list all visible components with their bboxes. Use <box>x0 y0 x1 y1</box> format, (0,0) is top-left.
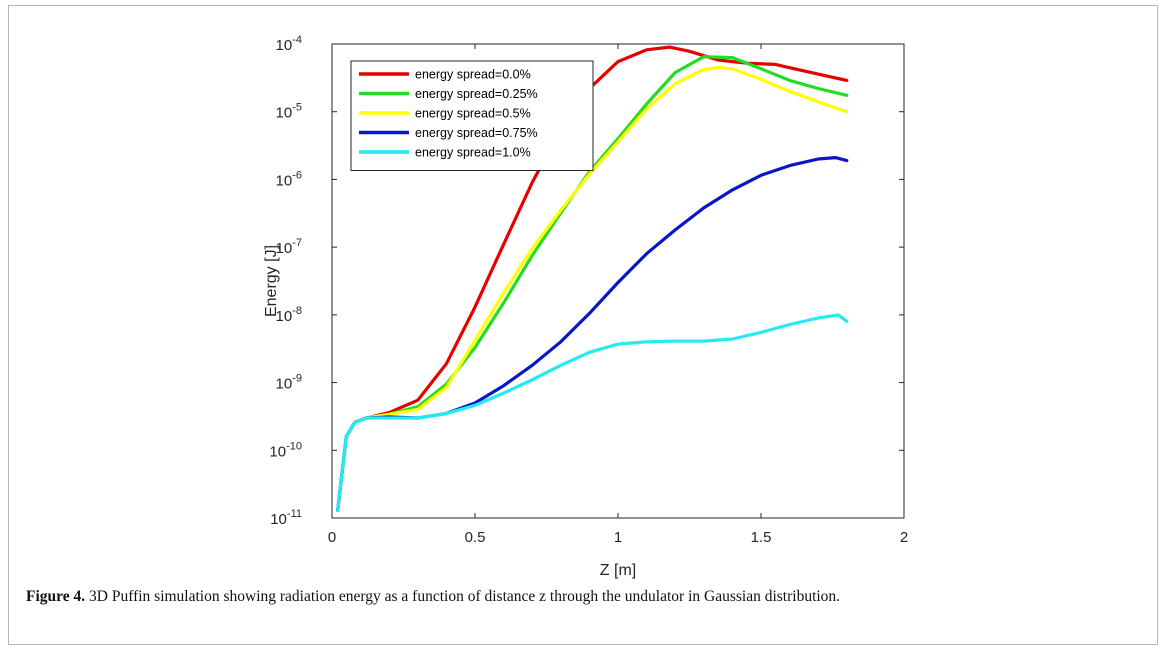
y-tick-label: 10-10 <box>269 440 302 460</box>
figure-caption: Figure 4. 3D Puffin simulation showing r… <box>26 588 1146 606</box>
legend-entry-2: energy spread=0.5% <box>415 107 531 121</box>
x-axis-label: Z [m] <box>600 562 636 579</box>
legend-entry-1: energy spread=0.25% <box>415 87 538 101</box>
y-tick-label: 10-4 <box>276 34 302 54</box>
y-tick-label: 10-6 <box>276 169 302 189</box>
x-tick-label: 0.5 <box>465 529 486 546</box>
caption-label: Figure 4. <box>26 588 86 605</box>
tick-layer: 0 0.5 1 1.5 2 10-11 10-10 10-9 10-8 10-7 10-6 10-5 1… <box>269 34 908 546</box>
x-tick-label: 1.5 <box>751 529 772 546</box>
series-line-4 <box>336 313 849 512</box>
x-tick-label: 0 <box>328 529 336 546</box>
series-layer <box>336 45 849 512</box>
legend-entry-4: energy spread=1.0% <box>415 146 531 160</box>
caption-text: 3D Puffin simulation showing radiation e… <box>85 588 841 605</box>
legend-entry-3: energy spread=0.75% <box>415 126 538 140</box>
y-tick-label: 10-7 <box>276 237 302 257</box>
x-tick-label: 1 <box>614 529 622 546</box>
legend-entry-0: energy spread=0.0% <box>415 68 531 82</box>
y-axis-label: Energy [J] <box>263 245 280 317</box>
y-tick-label: 10-11 <box>270 508 302 528</box>
x-tick-label: 2 <box>900 529 908 546</box>
y-tick-label: 10-9 <box>276 373 302 393</box>
legend: energy spread=0.0% energy spread=0.25% ene… <box>350 60 594 171</box>
y-tick-label: 10-8 <box>276 305 302 325</box>
y-tick-label: 10-5 <box>276 102 302 122</box>
